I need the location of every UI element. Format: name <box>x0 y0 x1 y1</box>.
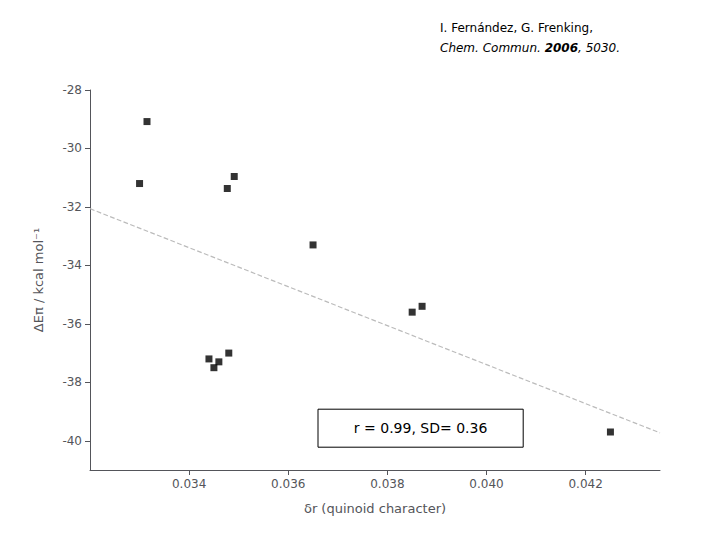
svg-text:-32: -32 <box>62 200 82 214</box>
svg-text:ΔEπ / kcal mol⁻¹: ΔEπ / kcal mol⁻¹ <box>31 228 46 332</box>
svg-text:-30: -30 <box>62 141 82 155</box>
svg-text:I. Fernández, G. Frenking,: I. Fernández, G. Frenking, <box>440 21 593 35</box>
svg-text:δr (quinoid character): δr (quinoid character) <box>304 501 446 516</box>
svg-text:-28: -28 <box>62 83 82 97</box>
svg-text:r = 0.99, SD= 0.36: r = 0.99, SD= 0.36 <box>354 420 488 436</box>
svg-text:-34: -34 <box>62 258 82 272</box>
svg-text:, 5030.: , 5030. <box>578 41 620 55</box>
svg-text:-40: -40 <box>62 434 82 448</box>
svg-text:0.042: 0.042 <box>568 477 602 491</box>
svg-text:2006: 2006 <box>545 41 578 55</box>
svg-text:0.038: 0.038 <box>370 477 404 491</box>
svg-text:-38: -38 <box>62 375 82 389</box>
svg-text:0.036: 0.036 <box>271 477 305 491</box>
svg-text:Chem. Commun.: Chem. Commun. <box>440 41 545 55</box>
svg-text:0.034: 0.034 <box>172 477 206 491</box>
svg-text:0.040: 0.040 <box>469 477 503 491</box>
svg-text:-36: -36 <box>62 317 82 331</box>
